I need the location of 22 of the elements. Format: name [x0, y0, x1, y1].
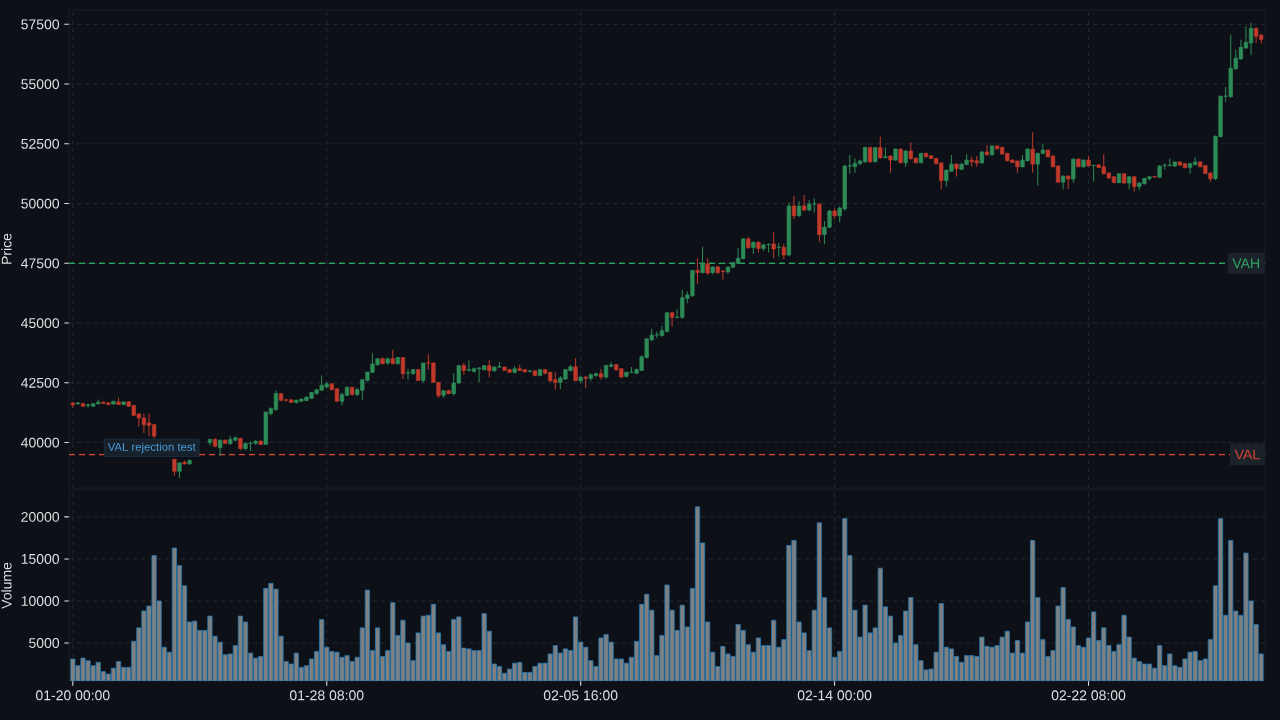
y-tick-label: 40000 — [21, 437, 60, 448]
y-tick-label: 5000 — [29, 638, 60, 648]
y-tick-label: 57500 — [21, 19, 60, 30]
x-tick-label: 02-14 00:00 — [797, 690, 872, 701]
y-tick-label: 47500 — [21, 258, 60, 269]
ref-line-label: VAL — [1234, 449, 1260, 460]
y-tick-label: 42500 — [21, 377, 60, 388]
y-tick-label: 15000 — [21, 553, 60, 564]
annotation: VAL rejection test — [107, 442, 196, 454]
x-tick-label: 02-22 08:00 — [1051, 690, 1126, 701]
x-tick-label: 01-20 00:00 — [36, 690, 110, 701]
y-tick-label: 20000 — [21, 511, 60, 522]
y-tick-label: 10000 — [21, 596, 60, 606]
y-tick-label: 55000 — [21, 79, 60, 90]
y-axis-title: Volume — [1, 562, 12, 609]
y-tick-label: 45000 — [21, 318, 60, 329]
x-tick-label: 01-28 08:00 — [289, 690, 364, 701]
y-tick-label: 52500 — [21, 138, 60, 149]
y-tick-label: 50000 — [21, 198, 60, 209]
y-axis-title: Price — [1, 233, 12, 264]
x-tick-label: 02-05 16:00 — [543, 690, 618, 701]
ref-line-label: VAH — [1232, 258, 1259, 269]
